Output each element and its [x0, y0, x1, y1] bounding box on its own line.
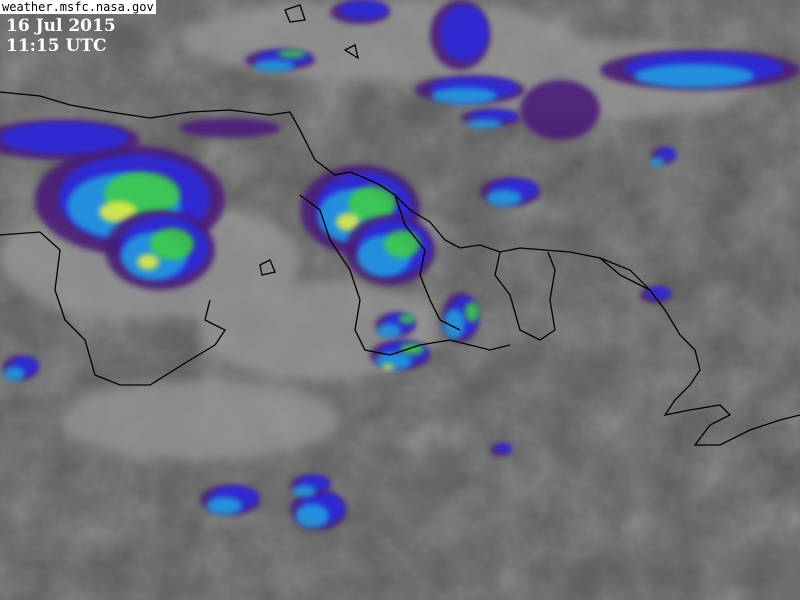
- storm-cell-level-2: [376, 352, 412, 370]
- storm-cell-level-4: [382, 364, 394, 370]
- storm-cell-level-2: [206, 497, 242, 515]
- storm-cell-level-3: [399, 314, 415, 324]
- storm-cell-level-2: [443, 309, 465, 339]
- storm-cell-level-3: [384, 230, 420, 258]
- storm-cell-level-1: [470, 109, 518, 123]
- storm-cell-level-1: [647, 286, 671, 300]
- storm-cell-level-3: [464, 302, 480, 322]
- storm-cell-level-2: [295, 504, 329, 528]
- storm-cell-level-2: [292, 485, 316, 497]
- storm-cell-level-1: [657, 147, 677, 161]
- storm-cell-level-3: [348, 186, 396, 222]
- storm-cell-level-4: [336, 213, 360, 231]
- storm-cell-level-2: [431, 87, 497, 105]
- country-borders: [0, 4, 800, 446]
- storm-cell-level-4: [137, 254, 159, 270]
- date-label: 16 Jul 2015: [6, 16, 116, 36]
- storm-cell-level-3: [278, 50, 306, 58]
- storm-cells: [0, 0, 800, 530]
- storm-cell-level-2: [486, 189, 522, 207]
- storm-cell-level-1: [440, 5, 488, 61]
- timestamp: 16 Jul 2015 11:15 UTC: [6, 16, 116, 56]
- storm-cell-level-1: [340, 0, 388, 20]
- source-label: weather.msfc.nasa.gov: [0, 0, 156, 14]
- storm-cell-level-4: [99, 201, 137, 223]
- storm-cell-level-2: [649, 157, 665, 167]
- storm-cell-level-1: [0, 122, 128, 154]
- storm-cell-level-0: [180, 118, 280, 138]
- storm-cell-level-1: [496, 443, 512, 453]
- storm-cell-level-2: [253, 60, 295, 72]
- storm-cell-level-2: [634, 64, 754, 88]
- storm-cell-level-0: [520, 80, 600, 140]
- time-label: 11:15 UTC: [6, 36, 107, 56]
- storm-cell-level-2: [3, 366, 25, 382]
- storm-cell-level-2: [466, 119, 502, 129]
- storm-cell-level-2: [377, 323, 401, 339]
- storm-cell-level-3: [150, 228, 194, 260]
